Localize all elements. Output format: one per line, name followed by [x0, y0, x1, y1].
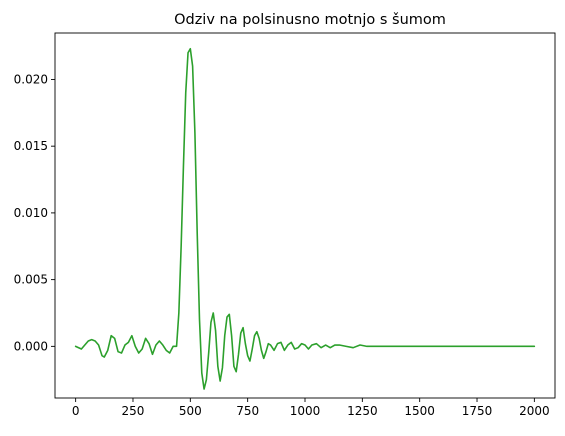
axes-frame — [54, 32, 556, 399]
x-tick-label: 250 — [122, 404, 145, 418]
series-line-0 — [74, 47, 536, 390]
x-tick-label: 500 — [179, 404, 202, 418]
x-tick-label: 1750 — [462, 404, 493, 418]
x-tick-label: 1250 — [347, 404, 378, 418]
plot-area — [74, 47, 536, 390]
x-tick-label: 1000 — [290, 404, 321, 418]
y-tick-label: 0.020 — [14, 72, 48, 86]
x-tick-label: 2000 — [519, 404, 550, 418]
x-tick-label: 0 — [72, 404, 80, 418]
y-tick-label: 0.005 — [14, 273, 48, 287]
y-tick-label: 0.010 — [14, 206, 48, 220]
y-tick-label: 0.015 — [14, 139, 48, 153]
chart-title: Odziv na polsinusno motnjo s šumom — [174, 12, 446, 28]
axes: 0 250 500 750 1000 1250 1500 1750 2000 0.000 0.005… — [14, 32, 556, 418]
y-tick-label: 0.000 — [14, 339, 48, 353]
x-tick-label: 1500 — [404, 404, 435, 418]
x-tick-label: 750 — [236, 404, 259, 418]
